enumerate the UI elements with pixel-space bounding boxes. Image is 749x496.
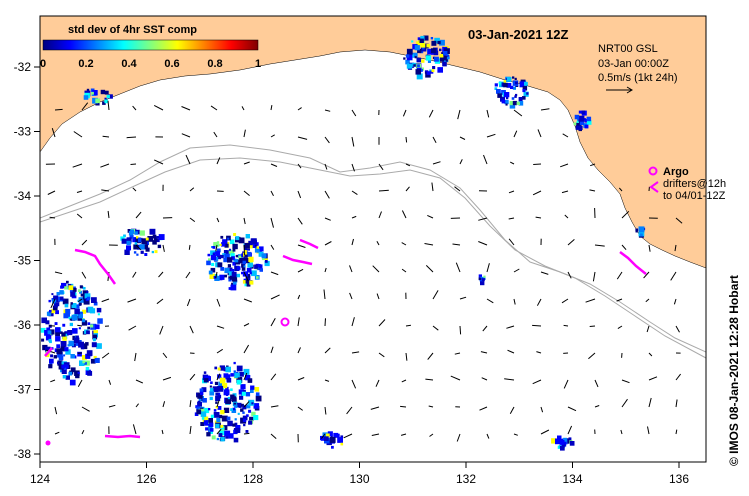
argo-float-icon	[648, 166, 658, 176]
drifter-icon	[649, 181, 659, 193]
map-title: 03-Jan-2021 12Z	[468, 27, 569, 42]
argo-label: Argo	[663, 166, 689, 178]
scale-arrow-icon	[606, 86, 633, 94]
x-tick-label: 128	[243, 472, 263, 486]
colorbar-tick-label: 0.8	[207, 58, 222, 70]
x-tick-label: 130	[349, 472, 369, 486]
credit-text: © IMOS 08-Jan-2021 12:28 Hobart	[727, 275, 741, 466]
colorbar-tick-label: 0.6	[164, 58, 179, 70]
x-tick-label: 126	[136, 472, 156, 486]
x-axis: 124 126 128 130 132 134 136	[30, 462, 689, 486]
x-tick-label: 134	[562, 472, 582, 486]
shelf-contour-outer	[40, 144, 706, 353]
y-tick-label: -33	[14, 125, 32, 139]
colorbar-tick-label: 0	[40, 58, 46, 70]
current-info: NRT00 GSL 03-Jan 00:00Z 0.5m/s (1kt 24h)	[598, 43, 677, 94]
colorbar-tick-label: 1	[255, 58, 261, 70]
x-tick-label: 124	[30, 472, 50, 486]
y-tick-label: -38	[14, 447, 32, 461]
x-tick-label: 136	[669, 472, 689, 486]
current-info-line3: 0.5m/s (1kt 24h)	[598, 72, 677, 84]
y-tick-label: -34	[14, 189, 32, 203]
current-info-line1: NRT00 GSL	[598, 43, 658, 55]
drifters-label-1: drifters@12h	[663, 178, 726, 190]
y-tick-label: -36	[14, 318, 32, 332]
current-vectors	[45, 100, 683, 443]
y-axis: -32 -33 -34 -35 -36 -37 -38	[14, 60, 40, 461]
y-tick-label: -32	[14, 60, 32, 74]
sst-data-patches	[40, 35, 646, 451]
y-tick-label: -35	[14, 254, 32, 268]
drifters-label-2: to 04/01-12Z	[663, 190, 726, 202]
current-info-line2: 03-Jan 00:00Z	[598, 58, 669, 70]
y-tick-label: -37	[14, 383, 32, 397]
plot-frame	[39, 15, 707, 463]
shelf-contour-inner	[40, 157, 706, 359]
colorbar-tick-label: 0.4	[121, 58, 137, 70]
colorbar: std dev of 4hr SST comp 0 0.2 0.4 0.6 0.8 1	[40, 24, 261, 70]
x-tick-label: 132	[456, 472, 476, 486]
colorbar-gradient	[42, 39, 259, 51]
colorbar-title: std dev of 4hr SST comp	[68, 24, 197, 36]
argo-drifter-tracks	[44, 238, 647, 446]
argo-legend: Argo drifters@12h to 04/01-12Z	[648, 166, 726, 202]
colorbar-ticks: 0 0.2 0.4 0.6 0.8 1	[40, 58, 261, 70]
colorbar-tick-label: 0.2	[78, 58, 93, 70]
